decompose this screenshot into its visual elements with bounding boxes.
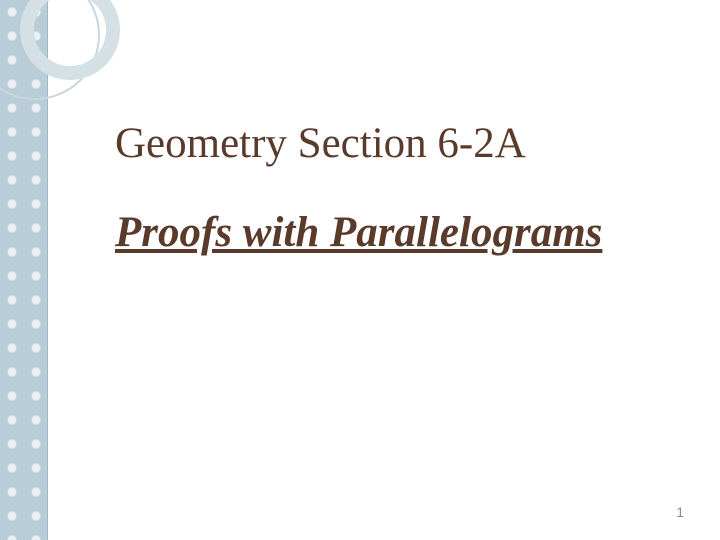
slide-title: Geometry Section 6-2A bbox=[115, 120, 680, 167]
slide-subtitle: Proofs with Parallelograms bbox=[115, 209, 680, 256]
decorative-circles bbox=[0, 0, 150, 120]
page-number: 1 bbox=[676, 504, 684, 520]
slide-content: Geometry Section 6-2A Proofs with Parall… bbox=[115, 120, 680, 257]
